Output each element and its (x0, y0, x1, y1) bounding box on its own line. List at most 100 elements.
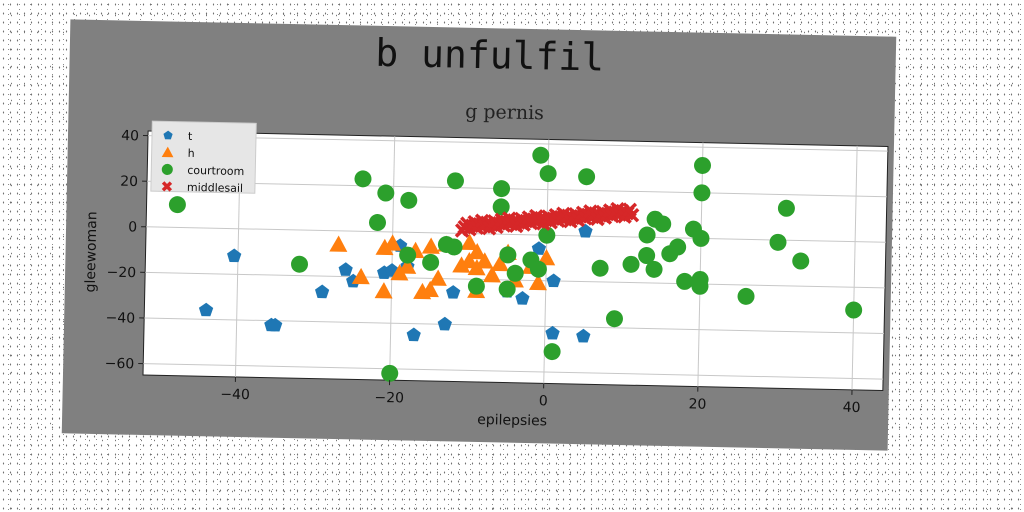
data-point (452, 256, 471, 273)
data-point (399, 246, 417, 264)
series-courtroom (168, 146, 863, 382)
y-tick-label: −20 (106, 265, 136, 282)
x-axis-label: epilepsies (477, 412, 547, 429)
x-tick-label: 20 (688, 396, 706, 412)
data-point (421, 237, 440, 254)
data-point (624, 207, 640, 223)
data-point (398, 257, 417, 274)
data-point (420, 280, 439, 298)
data-point (446, 172, 464, 190)
data-point (493, 180, 511, 198)
data-point (315, 284, 330, 299)
data-point (446, 285, 461, 299)
data-point (528, 273, 547, 291)
data-points (168, 146, 863, 382)
data-point (538, 226, 556, 244)
y-tick-label: −40 (105, 310, 135, 327)
data-point (531, 241, 547, 255)
data-point (645, 260, 663, 278)
data-point (460, 251, 479, 269)
data-point (377, 184, 395, 202)
y-gridline (147, 180, 887, 198)
data-point (268, 317, 283, 332)
data-point (529, 260, 547, 278)
data-point (792, 252, 810, 270)
data-point (576, 328, 591, 343)
data-point (578, 168, 596, 186)
data-point (467, 242, 486, 260)
data-point (428, 269, 447, 286)
data-point (329, 235, 348, 252)
data-point (543, 343, 561, 361)
data-point (351, 267, 370, 285)
legend-marker (161, 146, 174, 158)
data-point (406, 327, 421, 342)
y-gridline (146, 226, 886, 243)
legend-marker (163, 130, 173, 140)
data-point (545, 325, 560, 340)
legend-label: middlesail (187, 181, 243, 195)
data-point (437, 316, 452, 331)
data-point (291, 255, 309, 273)
y-gridline (147, 135, 888, 152)
data-point (845, 301, 863, 319)
data-point (381, 364, 399, 382)
data-point (622, 255, 640, 273)
scatter-chart: b unfulfil g pernis −40 −20 0 20 40 −60 −40 −20… (83, 31, 889, 429)
data-point (227, 248, 242, 263)
data-point (532, 146, 550, 164)
data-point (400, 191, 418, 209)
data-point (467, 277, 485, 295)
data-point (338, 262, 353, 276)
y-tick-label: 0 (128, 219, 137, 235)
chart-title: b unfulfil (375, 31, 605, 80)
legend-label: h (188, 147, 195, 160)
legend-marker (161, 163, 173, 175)
x-gridline (697, 142, 704, 387)
y-tick-label: 20 (120, 174, 138, 190)
data-point (374, 282, 393, 299)
series-middlesail (454, 201, 640, 238)
legend-marker (161, 181, 173, 192)
data-point (638, 247, 656, 265)
data-point (591, 259, 609, 277)
legend-label: courtroom (187, 164, 244, 178)
data-point (737, 287, 755, 305)
data-point (460, 233, 479, 251)
data-point (490, 254, 509, 272)
chart-figure: b unfulfil g pernis −40 −20 0 20 40 −60 −40 −20… (61, 19, 897, 451)
x-tick-label: −20 (374, 390, 404, 407)
x-tick-label: 40 (843, 400, 861, 416)
data-point (654, 215, 672, 233)
legend-box (150, 120, 257, 194)
data-point (638, 226, 656, 244)
x-gridline (851, 145, 858, 390)
data-point (383, 234, 402, 251)
data-point (354, 170, 372, 188)
data-point (492, 198, 510, 216)
data-point (482, 266, 501, 283)
data-point (537, 248, 556, 266)
y-tick-label: −60 (105, 356, 135, 373)
data-point (506, 264, 524, 282)
data-point (515, 291, 530, 305)
x-tick-label: −40 (220, 387, 250, 404)
data-point (498, 280, 516, 298)
data-point (539, 165, 557, 183)
legend: th courtroom middlesail (150, 120, 257, 195)
x-gridline (389, 136, 396, 381)
data-point (198, 302, 214, 317)
data-point (422, 253, 440, 271)
y-axis-label: gleewoman (83, 211, 101, 292)
data-point (769, 233, 787, 251)
legend-label: t (188, 130, 193, 143)
axis-ticks: −40 −20 0 20 40 −60 −40 −20 0 20 40 (105, 128, 861, 416)
y-gridline (143, 363, 884, 380)
data-point (676, 272, 694, 290)
data-point (605, 310, 623, 328)
data-point (777, 199, 795, 217)
data-point (375, 238, 394, 256)
data-point (691, 270, 709, 288)
data-point (669, 238, 687, 256)
data-point (693, 184, 711, 202)
